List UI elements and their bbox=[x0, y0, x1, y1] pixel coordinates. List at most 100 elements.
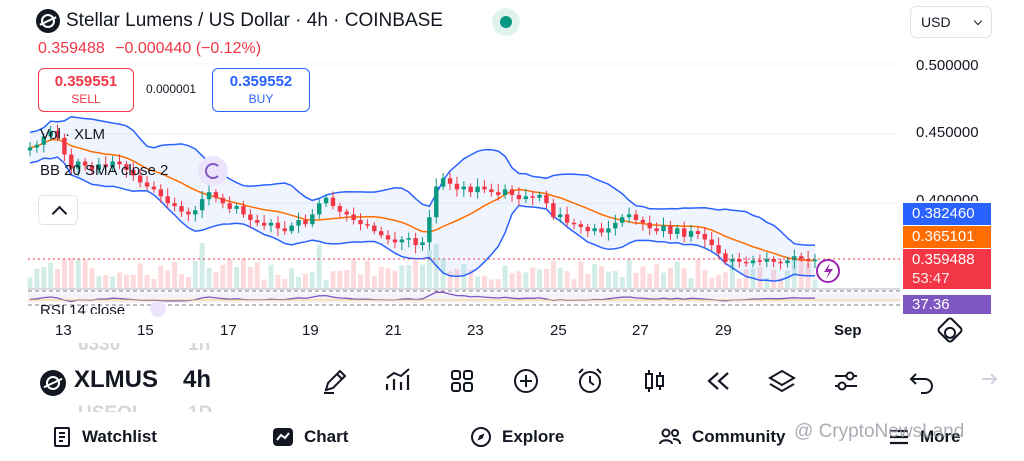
volume-bar bbox=[709, 278, 715, 288]
add-plus-icon[interactable] bbox=[511, 366, 541, 396]
candle-body bbox=[172, 203, 177, 207]
candle-body bbox=[723, 253, 728, 262]
volume-bar bbox=[550, 260, 556, 288]
indicators-icon[interactable] bbox=[383, 366, 413, 396]
interval-picker[interactable]: 4h bbox=[183, 366, 212, 393]
rsi-indicator-label[interactable]: RSI 14 close bbox=[40, 302, 126, 314]
layout-grid-icon[interactable] bbox=[447, 366, 477, 396]
compass-icon bbox=[471, 427, 491, 447]
watermark: @ CryptoNewsLand bbox=[794, 421, 965, 442]
candle-body bbox=[151, 186, 157, 190]
nav-explore[interactable]: Explore bbox=[470, 420, 564, 454]
menu-icon bbox=[890, 429, 908, 445]
nav-community[interactable]: Community bbox=[658, 420, 786, 454]
candle-body bbox=[117, 161, 122, 165]
candle-body bbox=[668, 225, 673, 234]
symbol-picker[interactable]: XLMUS bbox=[74, 366, 158, 393]
time-axis-label: 25 bbox=[550, 322, 567, 339]
candle-body bbox=[544, 194, 549, 204]
candle-body bbox=[647, 222, 652, 229]
undo-icon[interactable] bbox=[907, 366, 937, 396]
candle-body bbox=[227, 203, 232, 209]
volume-indicator-label[interactable]: Vol · XLM bbox=[40, 126, 106, 143]
candle-body bbox=[688, 231, 694, 237]
symbol-title[interactable]: Stellar Lumens / US Dollar · 4h · COINBA… bbox=[66, 10, 443, 31]
time-axis-label: 19 bbox=[302, 322, 319, 339]
volume-bar bbox=[68, 258, 74, 288]
volume-bar bbox=[454, 268, 460, 288]
buy-button[interactable]: 0.359552 BUY bbox=[212, 68, 310, 112]
candle-body bbox=[275, 222, 281, 229]
volume-bar bbox=[309, 272, 315, 288]
candle-body bbox=[695, 231, 701, 234]
candle-body bbox=[303, 220, 308, 225]
currency-select[interactable]: USD bbox=[910, 6, 992, 38]
nav-watchlist-label: Watchlist bbox=[82, 427, 157, 446]
volume-bar bbox=[323, 279, 329, 288]
layers-icon[interactable] bbox=[767, 366, 797, 396]
volume-bar bbox=[667, 267, 673, 288]
volume-bar bbox=[117, 272, 123, 288]
candle-body bbox=[447, 178, 453, 184]
nav-chart[interactable]: Chart bbox=[272, 420, 348, 454]
candle-body bbox=[351, 214, 356, 220]
candle-body bbox=[358, 220, 363, 225]
nav-more[interactable]: More bbox=[888, 420, 961, 454]
scroll-ghost-price: 6330 bbox=[78, 343, 121, 355]
alarm-clock-icon[interactable] bbox=[575, 366, 605, 396]
candle-body bbox=[337, 206, 343, 212]
redo-icon[interactable] bbox=[970, 366, 1000, 396]
bb-basis-tag: 0.365101 bbox=[903, 226, 991, 248]
candle-body bbox=[551, 203, 556, 218]
candle-body bbox=[82, 161, 88, 166]
volume-bar bbox=[716, 274, 722, 288]
nav-watchlist[interactable]: Watchlist bbox=[52, 420, 157, 454]
nav-more-label: More bbox=[920, 427, 961, 446]
volume-bar bbox=[144, 275, 150, 288]
volume-bar bbox=[220, 264, 226, 288]
volume-bar bbox=[406, 265, 412, 288]
volume-bar bbox=[564, 271, 570, 288]
candle-body bbox=[378, 231, 384, 236]
volume-bar bbox=[158, 265, 164, 288]
candle-body bbox=[41, 136, 46, 145]
rsi-value-tag: 37.36 bbox=[903, 295, 991, 314]
candle-body bbox=[323, 197, 329, 204]
volume-bar bbox=[413, 260, 419, 288]
draw-pen-icon[interactable] bbox=[320, 366, 350, 396]
bb-upper-tag: 0.382460 bbox=[903, 203, 991, 225]
candles bbox=[27, 124, 818, 271]
volume-bar bbox=[654, 264, 660, 288]
last-price-tag: 0.359488 53:47 bbox=[903, 249, 991, 289]
settings-sliders-icon[interactable] bbox=[831, 366, 861, 396]
volume-bar bbox=[509, 273, 515, 288]
candle-body bbox=[633, 214, 639, 220]
candle-body bbox=[716, 245, 721, 254]
volume-bar bbox=[420, 264, 425, 288]
rsi-marker bbox=[150, 301, 166, 317]
last-quote: 0.359488 −0.000440 (−0.12%) bbox=[38, 40, 261, 58]
volume-bar bbox=[282, 279, 288, 288]
sell-button[interactable]: 0.359551 SELL bbox=[38, 68, 134, 112]
candle-body bbox=[778, 261, 783, 264]
candle-body bbox=[530, 196, 535, 198]
replay-rewind-icon[interactable] bbox=[703, 366, 733, 396]
stellar-logo-icon bbox=[36, 9, 60, 33]
candle-body bbox=[179, 206, 184, 212]
candle-body bbox=[220, 197, 226, 204]
volume-bar bbox=[316, 244, 322, 288]
candle-body bbox=[757, 260, 763, 262]
candle-type-icon[interactable] bbox=[639, 366, 669, 396]
bollinger-indicator-label[interactable]: BB 20 SMA close 2 bbox=[40, 162, 169, 179]
candle-body bbox=[640, 220, 646, 223]
volume-bar bbox=[240, 258, 246, 288]
candle-body bbox=[234, 206, 239, 209]
collapse-indicators-button[interactable] bbox=[38, 195, 78, 225]
volume-bar bbox=[378, 266, 384, 288]
candle-body bbox=[654, 228, 659, 232]
volume-bar bbox=[227, 258, 233, 288]
candle-body bbox=[76, 161, 81, 169]
volume-bar bbox=[151, 278, 157, 288]
candle-body bbox=[317, 203, 322, 215]
